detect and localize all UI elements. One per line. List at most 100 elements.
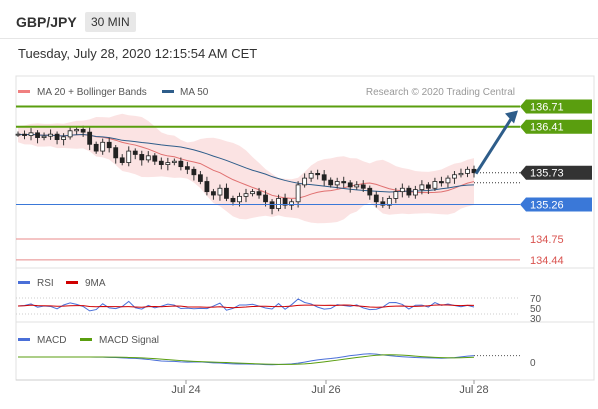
candle-body [263,194,268,203]
candle-body [61,136,66,140]
header-divider [0,38,598,39]
candle-body [399,187,405,193]
legend-swatch-ma50 [162,90,174,93]
candle-body [158,160,164,166]
candle-body [380,201,386,206]
x-tick-jul24: Jul 24 [171,384,200,396]
candle-body [295,184,301,203]
candle-body [152,155,158,162]
candle-body [74,129,80,132]
timeframe-badge[interactable]: 30 MIN [85,12,136,32]
candle-body [113,147,119,159]
candle-body [419,184,425,191]
candle-body [165,162,171,166]
timestamp: Tuesday, July 28, 2020 12:15:54 AM CET [18,46,258,61]
candle-body [211,191,216,196]
level-label-2: 135.73 [530,168,564,180]
candle-body [119,157,125,163]
macd-panel-frame [15,321,595,381]
legend-swatch-macd-signal [80,338,92,341]
candle-body [406,187,412,196]
rsi-tick-70: 70 [530,294,542,305]
level-label-5: 134.44 [530,255,564,267]
level-label-3: 135.26 [530,199,564,211]
candle-body [373,194,379,203]
candle-body [276,197,281,209]
bollinger-area [18,113,474,224]
candle-body [197,174,203,182]
candle-body [48,133,53,137]
candle-body [41,135,47,138]
symbol-title: GBP/JPY [16,14,77,30]
candle-body [80,129,86,133]
credit-text: Research © 2020 Trading Central [366,87,515,98]
candle-body [360,184,366,189]
candle-body [393,191,399,199]
rsi-tick-30: 30 [530,314,542,325]
candle-body [191,168,197,176]
candle-body [334,181,340,186]
candle-body [250,191,255,195]
candle-body [243,193,249,197]
candle-body [224,187,229,199]
candle-body [35,132,40,138]
candle-body [22,133,27,136]
level-tag-3 [520,197,592,212]
candle-body [15,133,21,136]
rsi-lines [17,298,475,312]
level-tag-0 [520,99,592,114]
candle-body [386,197,392,206]
candle-body [425,184,431,189]
candle-body [452,174,457,179]
candle-body [139,154,145,161]
candle-body [302,177,308,186]
legend-macd-signal-label: MACD Signal [99,335,159,346]
x-tick-jul28: Jul 28 [459,384,488,396]
arrow-shaft [474,116,514,175]
candle-body [67,130,73,138]
candle-body [445,177,451,184]
candle-body [87,131,93,145]
rsi-tick-50: 50 [530,304,542,315]
bollinger-bands [18,113,474,224]
chart-header: GBP/JPY 30 MIN [0,0,598,40]
level-tag-2 [520,165,592,180]
candle-body [269,201,275,209]
rsi-9ma-line [17,304,475,309]
candle-body [178,160,184,168]
candle-body [465,168,470,174]
legend-rsi-label: RSI [37,278,54,289]
forecast-arrow [474,110,518,175]
level-tag-1 [520,119,592,134]
candle-body [341,181,347,184]
candle-body [367,187,373,196]
rsi-line [17,298,475,312]
price-levels: 136.71 136.41 135.73 135.26 134.75 134.44 [16,99,592,267]
candle-body [289,201,295,206]
candle-body [93,143,99,152]
macd-tick-0: 0 [530,358,536,369]
candle-body [145,155,151,161]
legend-9ma-label: 9MA [85,278,106,289]
macd-signal-line [18,354,475,365]
legend-ma50-label: MA 50 [180,87,209,98]
candle-body [432,181,438,189]
legend-swatch-macd [18,338,30,341]
legend-macd-label: MACD [37,335,66,346]
candle-body [354,184,360,188]
legend-swatch-rsi [18,281,30,284]
legend-swatch-bb [18,90,30,93]
candle-body [328,179,334,186]
legend-swatch-9ma [66,281,78,284]
candles [15,125,477,215]
candle-body [54,133,60,140]
candle-body [237,195,242,203]
candle-body [171,160,177,163]
candle-body [347,182,353,188]
candle-body [439,181,444,184]
level-label-0: 136.71 [530,101,564,113]
level-label-4: 134.75 [530,234,564,246]
arrow-head [505,110,518,124]
candle-body [412,189,418,196]
